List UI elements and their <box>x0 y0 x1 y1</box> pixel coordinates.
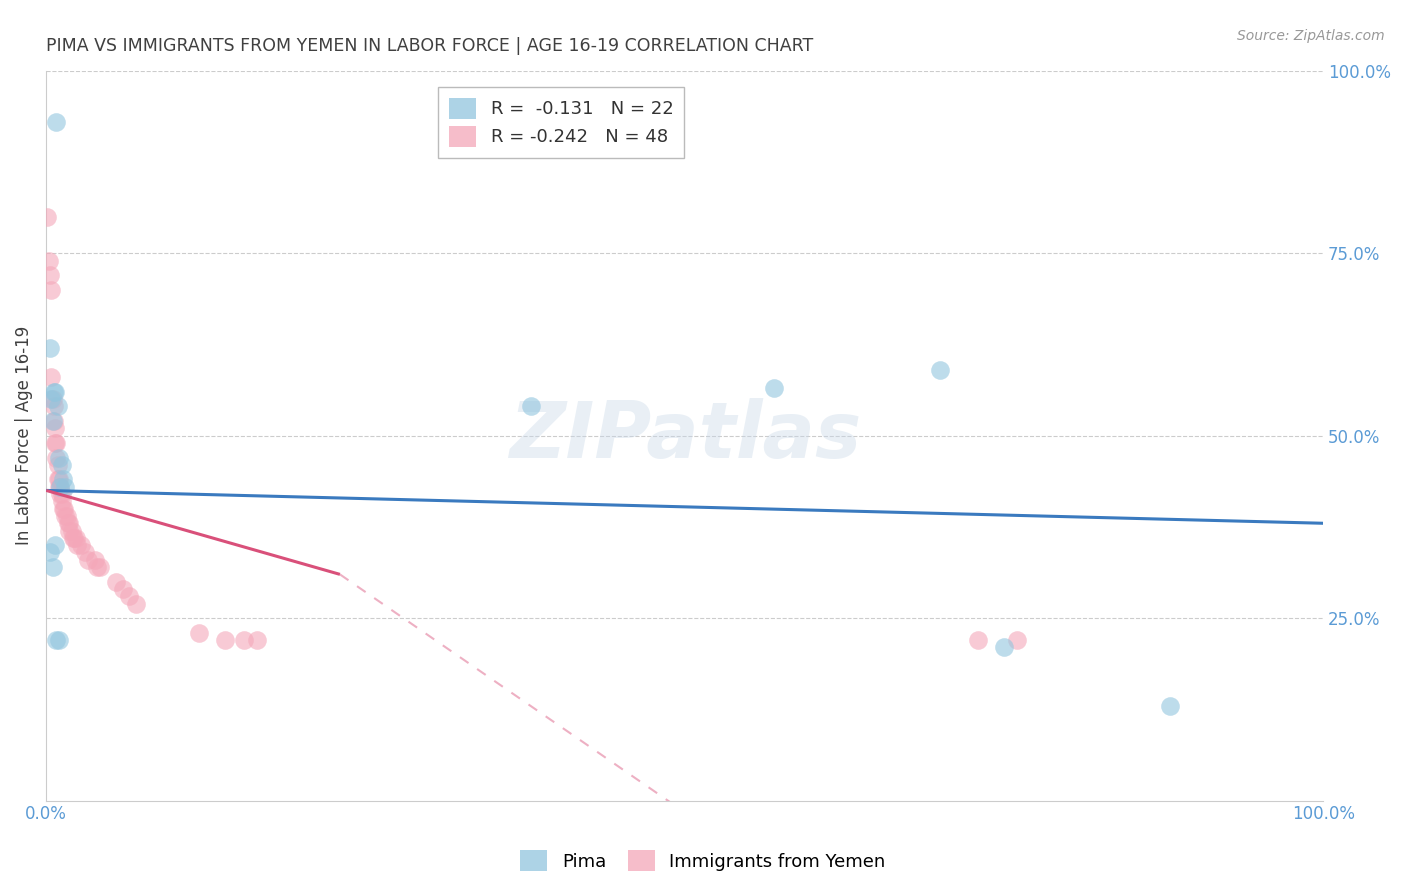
Point <box>48 450 70 465</box>
Point <box>69 538 91 552</box>
Point <box>49 487 72 501</box>
Point <box>52 473 75 487</box>
Point <box>51 487 73 501</box>
Point <box>214 633 236 648</box>
Point <box>55 508 77 523</box>
Point <box>1005 633 1028 648</box>
Text: PIMA VS IMMIGRANTS FROM YEMEN IN LABOR FORCE | AGE 16-19 CORRELATION CHART: PIMA VS IMMIGRANTS FROM YEMEN IN LABOR F… <box>46 37 814 55</box>
Point <box>38 253 60 268</box>
Point <box>77 553 100 567</box>
Point <box>52 501 75 516</box>
Point <box>44 384 66 399</box>
Point <box>111 582 134 596</box>
Point <box>48 480 70 494</box>
Point <box>63 531 86 545</box>
Point <box>41 414 63 428</box>
Point <box>53 480 76 494</box>
Point <box>45 450 67 465</box>
Point <box>49 480 72 494</box>
Point <box>53 501 76 516</box>
Point <box>39 392 62 407</box>
Point <box>42 384 65 399</box>
Point <box>89 560 111 574</box>
Point <box>51 494 73 508</box>
Point <box>39 545 62 559</box>
Legend: Pima, Immigrants from Yemen: Pima, Immigrants from Yemen <box>513 843 893 879</box>
Point <box>763 381 786 395</box>
Point <box>246 633 269 648</box>
Point <box>65 531 87 545</box>
Point <box>66 538 89 552</box>
Point <box>39 341 62 355</box>
Point <box>993 640 1015 655</box>
Point <box>45 436 67 450</box>
Point <box>48 633 70 648</box>
Point <box>46 400 69 414</box>
Point <box>42 400 65 414</box>
Point <box>60 524 83 538</box>
Point <box>39 370 62 384</box>
Point <box>37 210 59 224</box>
Point <box>51 458 73 472</box>
Point <box>39 268 62 282</box>
Point <box>41 560 63 574</box>
Point <box>46 473 69 487</box>
Point <box>520 400 543 414</box>
Point <box>105 574 128 589</box>
Point <box>62 531 84 545</box>
Point <box>58 516 80 531</box>
Point <box>124 597 146 611</box>
Point <box>44 436 66 450</box>
Point <box>56 516 79 531</box>
Point <box>53 508 76 523</box>
Point <box>44 421 66 435</box>
Point <box>83 553 105 567</box>
Legend: R =  -0.131   N = 22, R = -0.242   N = 48: R = -0.131 N = 22, R = -0.242 N = 48 <box>439 87 685 158</box>
Point <box>48 473 70 487</box>
Text: Source: ZipAtlas.com: Source: ZipAtlas.com <box>1237 29 1385 43</box>
Point <box>46 458 69 472</box>
Point <box>73 545 96 559</box>
Point <box>1159 698 1181 713</box>
Point <box>118 589 141 603</box>
Point <box>967 633 990 648</box>
Point <box>188 625 211 640</box>
Point <box>45 115 67 129</box>
Point <box>42 414 65 428</box>
Point <box>86 560 108 574</box>
Point <box>929 363 952 377</box>
Point <box>45 633 67 648</box>
Point <box>39 283 62 297</box>
Point <box>44 538 66 552</box>
Point <box>233 633 256 648</box>
Point <box>41 392 63 407</box>
Point <box>49 480 72 494</box>
Point <box>58 524 80 538</box>
Text: ZIPatlas: ZIPatlas <box>509 398 860 474</box>
Y-axis label: In Labor Force | Age 16-19: In Labor Force | Age 16-19 <box>15 326 32 545</box>
